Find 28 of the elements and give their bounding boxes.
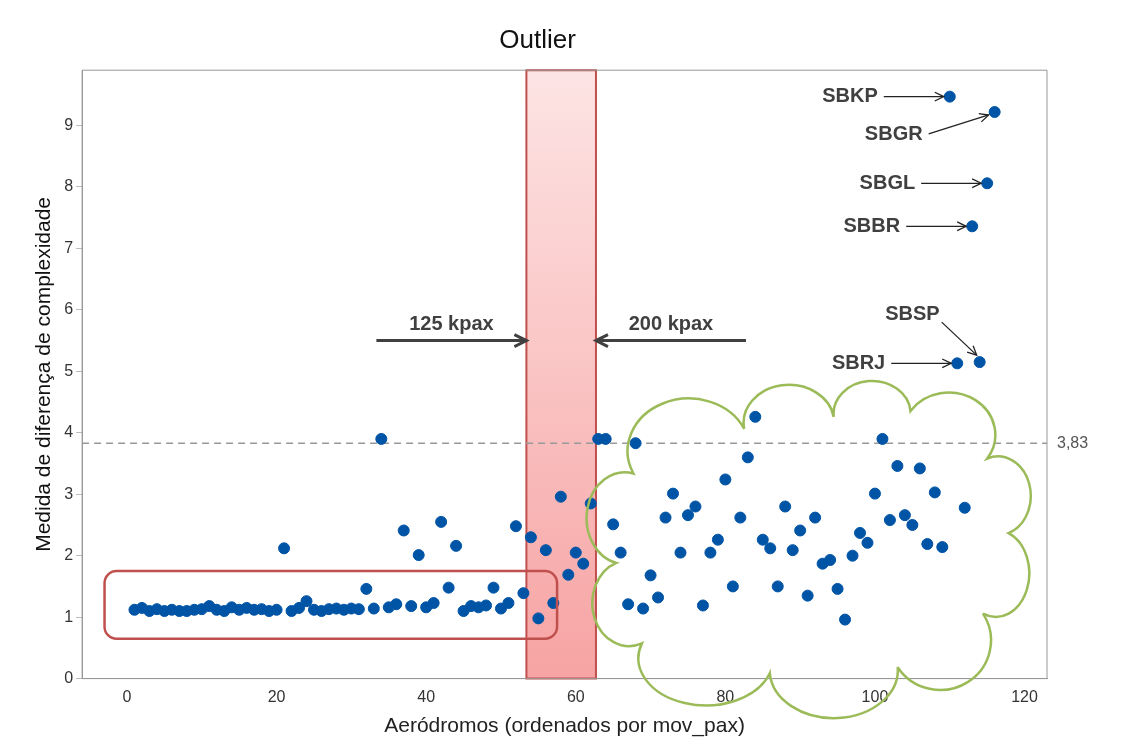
annotation: SBKP	[822, 84, 878, 107]
x-tick-label: 60	[566, 687, 585, 705]
y-tick-label: 9	[64, 115, 74, 133]
chart-title: Outlier	[499, 23, 577, 54]
x-tick-label: 80	[716, 687, 735, 705]
annotation: SBRJ	[831, 350, 886, 373]
annotation: SBSP	[885, 301, 940, 324]
x-tick-label: 20	[267, 687, 286, 705]
y-tick-label: 6	[64, 300, 74, 318]
annotation: 125 kpax	[409, 312, 494, 335]
ref-line-label: 3,83	[1057, 433, 1089, 451]
y-tick-label: 4	[64, 423, 74, 441]
x-tick-label: 120	[1011, 687, 1039, 705]
annotation: SBBR	[843, 213, 901, 236]
annotation: SBGR	[864, 121, 924, 144]
y-tick-label: 2	[64, 546, 74, 564]
annotation: 200 kpax	[628, 312, 714, 335]
y-tick-label: 0	[64, 669, 74, 687]
annotation: SBGL	[859, 170, 916, 193]
y-tick-label: 3	[64, 484, 74, 502]
y-tick-label: 1	[64, 607, 74, 625]
x-axis-title: Aeródromos (ordenados por mov_pax)	[384, 713, 745, 738]
x-tick-label: 40	[417, 687, 436, 705]
y-tick-label: 8	[64, 177, 74, 195]
x-tick-label: 0	[122, 687, 132, 705]
y-tick-label: 7	[64, 238, 74, 256]
y-tick-label: 5	[64, 361, 74, 379]
y-axis-title: Medida de diferença de complexidade	[31, 196, 55, 552]
